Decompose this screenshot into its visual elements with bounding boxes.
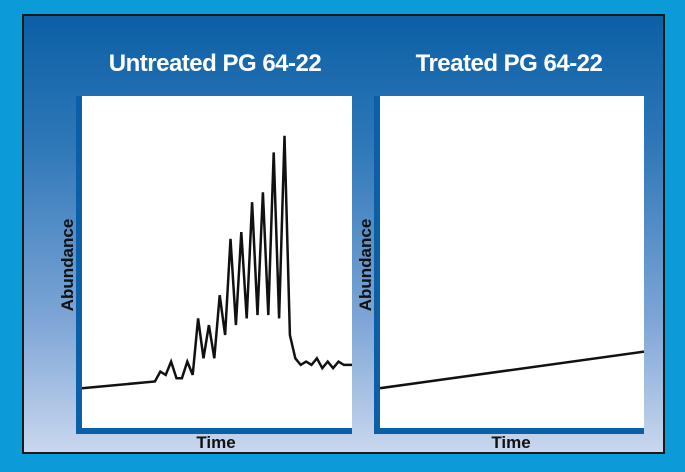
y-axis-treated bbox=[374, 96, 380, 434]
y-axis-label-untreated: Abundance bbox=[58, 218, 77, 312]
plot-area-treated bbox=[380, 96, 644, 428]
plot-treated bbox=[374, 96, 645, 434]
series-line-untreated bbox=[81, 135, 352, 390]
x-axis-untreated bbox=[76, 428, 352, 434]
chart-title-untreated: Untreated PG 64-22 bbox=[108, 50, 322, 77]
y-axis-untreated bbox=[76, 96, 82, 434]
x-axis-treated bbox=[374, 428, 644, 434]
y-axis-label-treated: Abundance bbox=[356, 218, 375, 312]
x-axis-label-treated: Time bbox=[491, 433, 531, 452]
chart-title-treated: Treated PG 64-22 bbox=[415, 50, 603, 77]
x-axis-label-untreated: Time bbox=[196, 433, 236, 452]
plot-area-untreated bbox=[82, 96, 352, 428]
plot-untreated bbox=[76, 96, 352, 434]
series-line-treated bbox=[379, 350, 645, 390]
